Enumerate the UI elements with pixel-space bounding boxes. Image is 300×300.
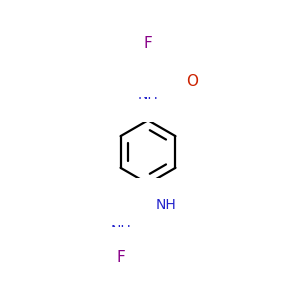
Text: F: F bbox=[117, 250, 126, 265]
Text: F: F bbox=[144, 35, 152, 50]
Text: O: O bbox=[116, 211, 128, 226]
Text: NH: NH bbox=[138, 88, 158, 101]
Text: O: O bbox=[186, 74, 198, 89]
Text: NH: NH bbox=[111, 224, 132, 238]
Text: NH: NH bbox=[155, 199, 176, 212]
Text: HN: HN bbox=[138, 62, 158, 76]
